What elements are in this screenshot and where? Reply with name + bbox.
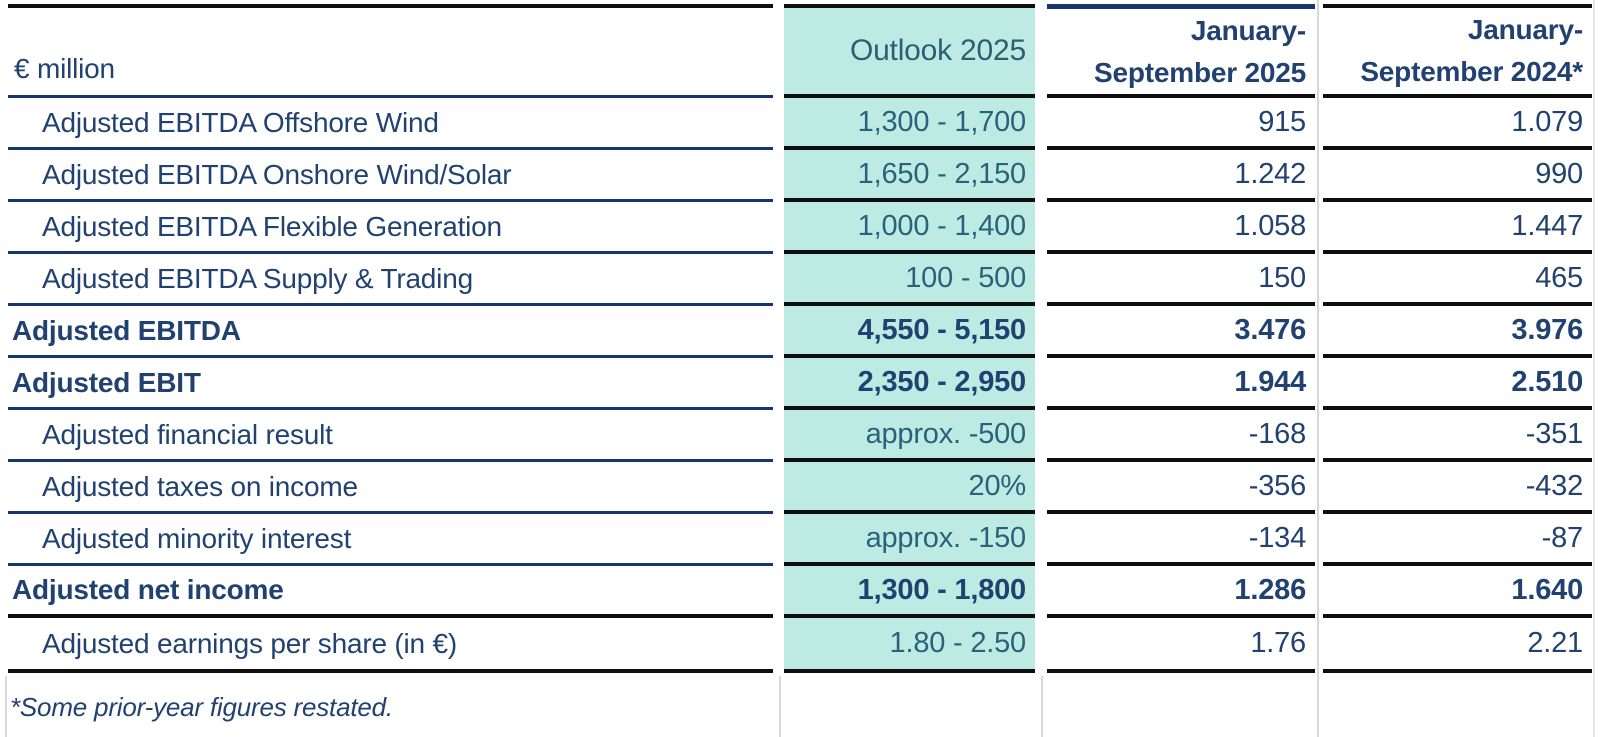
prior-period-line1: January- <box>1467 14 1583 45</box>
financial-outlook-table: € million Outlook 2025 January- Septembe… <box>8 4 1592 673</box>
row-label-cell: Adjusted EBITDA Flexible Generation <box>8 202 773 254</box>
column-separator-line <box>5 676 7 737</box>
column-separator-line <box>1041 676 1043 737</box>
outlook-value-cell: 1,300 - 1,700 <box>784 98 1035 150</box>
prior-value-cell: 2.510 <box>1323 358 1592 410</box>
current-value-cell: 1.242 <box>1047 150 1315 202</box>
current-value-cell: 915 <box>1047 98 1315 150</box>
row-label-cell: Adjusted earnings per share (in €) <box>8 618 773 673</box>
row-label-cell: Adjusted EBITDA Onshore Wind/Solar <box>8 150 773 202</box>
current-value-cell: -168 <box>1047 410 1315 462</box>
outlook-value-cell: 1,300 - 1,800 <box>784 566 1035 618</box>
outlook-value-cell: 2,350 - 2,950 <box>784 358 1035 410</box>
prior-value-cell: -351 <box>1323 410 1592 462</box>
current-period-line2: September 2025 <box>1094 56 1306 88</box>
current-value-cell: 1.058 <box>1047 202 1315 254</box>
row-label-cell: Adjusted EBITDA <box>8 306 773 358</box>
outlook-value-cell: approx. -500 <box>784 410 1035 462</box>
row-label-cell: Adjusted EBITDA Offshore Wind <box>8 98 773 150</box>
row-label-cell: Adjusted EBIT <box>8 358 773 410</box>
unit-label: € million <box>14 53 115 84</box>
prior-value-cell: 1.079 <box>1323 98 1592 150</box>
current-value-cell: 3.476 <box>1047 306 1315 358</box>
current-value-cell: 1.944 <box>1047 358 1315 410</box>
prior-value-cell: 2.21 <box>1323 618 1592 673</box>
outlook-value-cell: 1,650 - 2,150 <box>784 150 1035 202</box>
prior-value-cell: 1.447 <box>1323 202 1592 254</box>
row-label-cell: Adjusted financial result <box>8 410 773 462</box>
current-value-cell: -356 <box>1047 462 1315 514</box>
current-period-header-cell: January- September 2025 <box>1047 4 1315 98</box>
row-label-cell: Adjusted EBITDA Supply & Trading <box>8 254 773 306</box>
column-separator-line <box>1317 0 1319 737</box>
outlook-value-cell: 4,550 - 5,150 <box>784 306 1035 358</box>
prior-value-cell: 990 <box>1323 150 1592 202</box>
prior-value-cell: -87 <box>1323 514 1592 566</box>
outlook-value-cell: 1,000 - 1,400 <box>784 202 1035 254</box>
outlook-value-cell: 20% <box>784 462 1035 514</box>
outlook-value-cell: 1.80 - 2.50 <box>784 618 1035 673</box>
current-period-line1: January- <box>1190 14 1306 46</box>
column-separator-line <box>1593 0 1595 737</box>
column-separator-line <box>779 676 781 737</box>
current-value-cell: 1.286 <box>1047 566 1315 618</box>
outlook-value-cell: 100 - 500 <box>784 254 1035 306</box>
outlook-header-cell: Outlook 2025 <box>784 4 1035 98</box>
current-value-cell: -134 <box>1047 514 1315 566</box>
prior-period-header-cell: January- September 2024* <box>1323 4 1592 98</box>
prior-value-cell: 465 <box>1323 254 1592 306</box>
prior-period-line2: September 2024* <box>1360 56 1583 87</box>
unit-header-cell: € million <box>8 4 773 98</box>
current-value-cell: 150 <box>1047 254 1315 306</box>
current-value-cell: 1.76 <box>1047 618 1315 673</box>
prior-value-cell: 1.640 <box>1323 566 1592 618</box>
footnote-text: *Some prior-year figures restated. <box>10 692 393 722</box>
outlook-header-label: Outlook 2025 <box>849 34 1026 67</box>
prior-value-cell: 3.976 <box>1323 306 1592 358</box>
row-label-cell: Adjusted minority interest <box>8 514 773 566</box>
row-label-cell: Adjusted net income <box>8 566 773 618</box>
prior-value-cell: -432 <box>1323 462 1592 514</box>
outlook-value-cell: approx. -150 <box>784 514 1035 566</box>
row-label-cell: Adjusted taxes on income <box>8 462 773 514</box>
